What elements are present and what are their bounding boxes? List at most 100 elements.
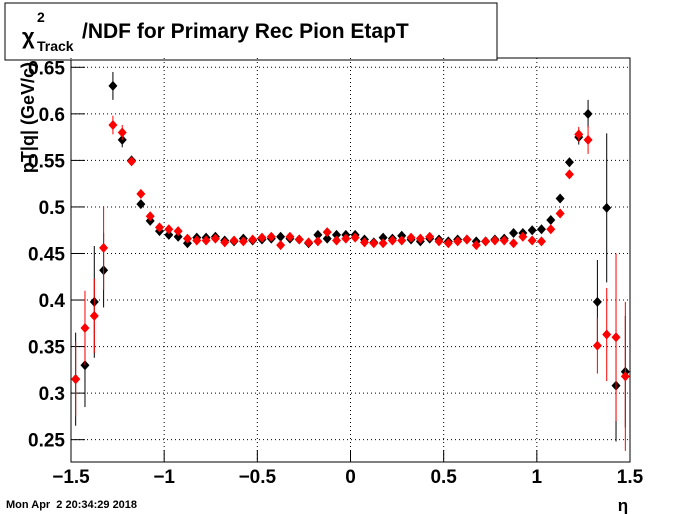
- marker: [527, 235, 537, 246]
- marker: [350, 232, 360, 243]
- marker: [564, 169, 574, 180]
- x-tick-label: 0: [345, 467, 356, 488]
- marker: [164, 229, 174, 240]
- marker: [294, 234, 304, 245]
- marker: [201, 235, 211, 246]
- marker: [332, 235, 342, 246]
- marker: [313, 236, 323, 247]
- marker: [583, 134, 593, 145]
- marker: [145, 211, 155, 222]
- x-tick-label: −1.5: [52, 467, 90, 488]
- x-tick-label: 1: [532, 467, 543, 488]
- marker: [415, 233, 425, 244]
- y-tick-label: 0.6: [39, 105, 65, 126]
- marker: [229, 235, 239, 246]
- marker: [71, 374, 81, 385]
- marker: [276, 231, 286, 242]
- marker: [453, 236, 463, 247]
- marker: [546, 224, 556, 235]
- title-text: /NDF for Primary Rec Pion EtapT: [82, 20, 409, 43]
- y-tick-label: 0.4: [39, 291, 66, 312]
- marker: [108, 120, 118, 131]
- marker: [238, 236, 248, 247]
- marker: [555, 208, 565, 219]
- y-tick-label: 0.35: [28, 338, 65, 359]
- marker: [173, 231, 183, 242]
- marker: [117, 127, 127, 138]
- marker: [434, 236, 444, 247]
- y-tick-label: 0.55: [28, 151, 65, 172]
- x-tick-label: 0.5: [430, 467, 457, 488]
- marker: [173, 226, 183, 237]
- title-sub: Track: [37, 38, 74, 54]
- marker: [499, 235, 509, 246]
- title-sup: 2: [37, 9, 45, 25]
- marker: [276, 240, 286, 251]
- marker: [80, 322, 90, 333]
- marker: [313, 229, 323, 240]
- marker: [378, 232, 388, 243]
- marker: [89, 310, 99, 321]
- marker: [536, 236, 546, 247]
- marker: [369, 238, 379, 249]
- marker: [620, 371, 630, 382]
- marker: [210, 233, 220, 244]
- marker: [592, 340, 602, 351]
- marker: [509, 228, 519, 239]
- marker: [602, 202, 612, 213]
- x-tick-label: −1: [153, 467, 175, 488]
- y-tick-label: 0.25: [28, 431, 65, 452]
- marker: [108, 80, 118, 91]
- title-box: [4, 2, 498, 61]
- y-tick-label: 0.3: [39, 384, 65, 405]
- marker: [471, 240, 481, 251]
- marker: [322, 227, 332, 238]
- marker: [164, 224, 174, 235]
- marker: [397, 235, 407, 246]
- x-tick-label: −0.5: [239, 467, 277, 488]
- marker: [406, 232, 416, 243]
- marker: [611, 332, 621, 343]
- marker: [127, 156, 137, 167]
- marker: [99, 242, 109, 253]
- marker: [518, 231, 528, 242]
- x-axis-label: η: [618, 496, 628, 514]
- marker: [182, 233, 192, 244]
- marker: [387, 235, 397, 246]
- marker: [443, 238, 453, 249]
- marker: [555, 193, 565, 204]
- marker: [490, 235, 500, 246]
- marker: [248, 234, 258, 245]
- marker: [564, 157, 574, 168]
- marker: [359, 237, 369, 248]
- marker: [481, 236, 491, 247]
- marker: [192, 235, 202, 246]
- marker: [378, 238, 388, 249]
- marker: [462, 234, 472, 245]
- y-tick-label: 0.5: [39, 198, 66, 219]
- marker: [285, 231, 295, 242]
- marker: [592, 296, 602, 307]
- marker: [546, 214, 556, 225]
- marker: [536, 224, 546, 235]
- marker: [136, 199, 146, 210]
- marker: [322, 233, 332, 244]
- marker: [257, 232, 267, 243]
- y-axis-label: pT|q| (GeV/c): [18, 62, 38, 173]
- x-tick-label: 1.5: [617, 467, 644, 488]
- y-tick-label: 0.65: [28, 58, 65, 79]
- marker: [425, 231, 435, 242]
- marker: [583, 108, 593, 119]
- title-symbol: χ: [22, 24, 35, 49]
- y-tick-label: 0.45: [28, 244, 65, 265]
- marker: [304, 237, 314, 248]
- marker: [341, 233, 351, 244]
- marker: [509, 238, 519, 249]
- marker: [527, 225, 537, 236]
- marker: [574, 129, 584, 140]
- marker: [332, 229, 342, 240]
- marker: [136, 188, 146, 199]
- marker: [266, 231, 276, 242]
